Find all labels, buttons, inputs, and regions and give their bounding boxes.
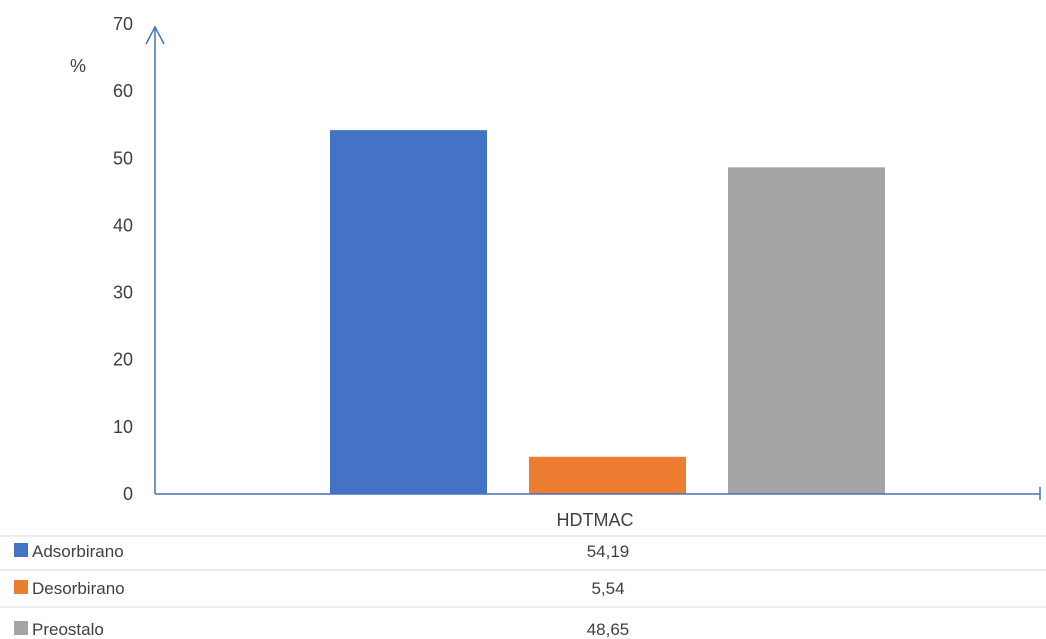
legend-label: Desorbirano [32, 579, 125, 598]
y-tick-label: 60 [113, 81, 133, 101]
y-axis-arrow-icon [145, 25, 165, 45]
y-tick-label: 0 [123, 484, 133, 504]
legend-swatch-desorbirano [14, 580, 28, 594]
y-axis-ticks: 0 10 20 30 40 50 60 70 [113, 14, 133, 504]
y-tick-label: 70 [113, 14, 133, 34]
legend-label: Adsorbirano [32, 542, 124, 561]
legend-swatch-adsorbirano [14, 543, 28, 557]
legend-label: Preostalo [32, 620, 104, 639]
category-label: HDTMAC [557, 510, 634, 530]
legend-swatch-preostalo [14, 621, 28, 635]
y-tick-label: 40 [113, 215, 133, 235]
bar-adsorbirano [330, 130, 487, 494]
axes [145, 25, 1041, 500]
y-tick-label: 50 [113, 148, 133, 168]
y-axis-label: % [70, 56, 86, 76]
data-table-value: 5,54 [591, 579, 624, 598]
y-tick-label: 20 [113, 350, 133, 370]
data-table-value: 54,19 [587, 542, 630, 561]
bars [330, 130, 885, 494]
bar-desorbirano [529, 456, 686, 494]
data-table-value: 48,65 [587, 620, 630, 639]
y-tick-label: 10 [113, 417, 133, 437]
data-table: Adsorbirano 54,19 Desorbirano 5,54 Preostalo… [0, 535, 1046, 639]
bar-preostalo [728, 167, 885, 494]
y-tick-label: 30 [113, 283, 133, 303]
